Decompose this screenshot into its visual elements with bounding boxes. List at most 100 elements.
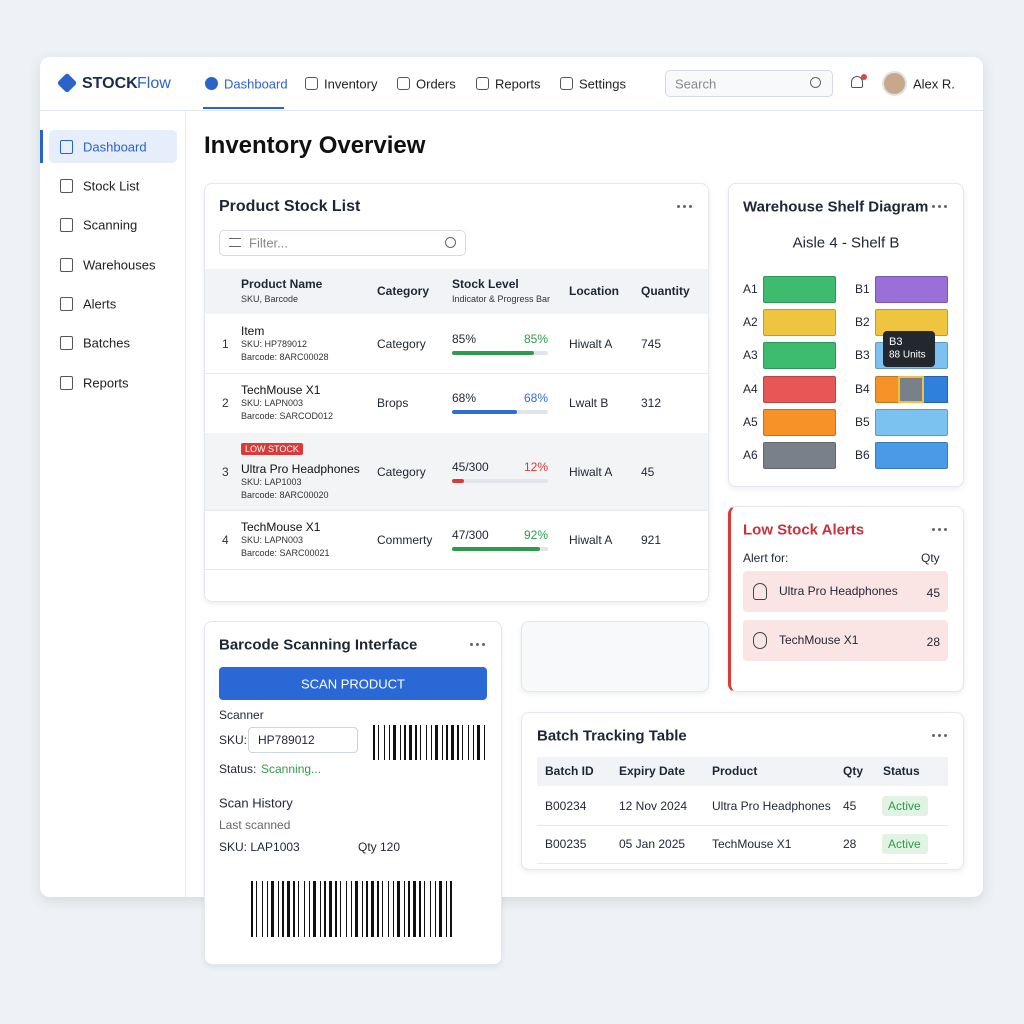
barcode-bar [446, 881, 447, 937]
history-sku: SKU: LAP1003 [219, 840, 300, 854]
product-barcode: Barcode: SARCOD012 [241, 411, 334, 421]
menu-dot [944, 205, 947, 208]
barcode-bar [424, 881, 425, 937]
nav-item[interactable]: Inventory [324, 76, 378, 92]
row-index: 2 [222, 396, 229, 410]
notification-bell[interactable] [851, 76, 863, 88]
product-sku: SKU: LAPN003 [241, 398, 304, 408]
sidebar-item[interactable]: Alerts [83, 296, 117, 312]
product-name: Item [241, 323, 265, 338]
product-sku: SKU: LAPN003 [241, 534, 304, 545]
progress-track [452, 478, 548, 483]
shelf-slot[interactable] [763, 409, 836, 436]
barcode-bar [362, 881, 363, 937]
batch-cell: B00234 [545, 799, 587, 813]
alert-icon [753, 583, 767, 600]
shelf-slot[interactable] [875, 409, 948, 436]
barcode-bar [377, 881, 379, 937]
shelf-slot[interactable] [875, 276, 948, 303]
slot-label: A2 [743, 315, 758, 329]
more-menu[interactable] [677, 201, 693, 213]
shelf-slot[interactable] [763, 276, 836, 303]
stock-percent: 12% [523, 459, 548, 474]
product-quantity: 921 [641, 532, 662, 547]
barcode-bar [484, 725, 485, 760]
product-location: Hiwalt A [569, 336, 613, 351]
nav-item[interactable]: Orders [416, 76, 456, 92]
sidebar-icon [60, 140, 73, 154]
progress-fill [452, 546, 541, 551]
product-barcode: Barcode: 8ARC00028 [241, 351, 329, 362]
nav-item[interactable]: Reports [495, 76, 541, 92]
barcode-bar [420, 725, 421, 760]
sidebar-item[interactable]: Warehouses [83, 257, 156, 273]
progress-track [452, 350, 548, 355]
product-location: Hiwalt A [569, 464, 613, 479]
barcode-bar [388, 881, 389, 937]
barcode-bar [329, 881, 332, 937]
history-qty: Qty 120 [358, 840, 401, 854]
barcode-bar [371, 881, 374, 937]
slot-tooltip [883, 331, 935, 367]
row-divider [537, 863, 948, 864]
sidebar-item[interactable]: Dashboard [83, 139, 147, 155]
barcode-bar [304, 881, 305, 937]
barcode-bar [324, 881, 326, 937]
row-index: 4 [222, 532, 229, 547]
more-menu[interactable] [932, 201, 948, 213]
shelf-slot[interactable] [763, 309, 836, 336]
status-badge [882, 834, 928, 854]
menu-dot [677, 205, 680, 208]
user-name[interactable]: Alex R. [913, 76, 955, 92]
shelf-slot[interactable] [763, 442, 836, 469]
more-menu[interactable] [932, 730, 948, 742]
header-divider [40, 110, 983, 111]
scan-button[interactable] [219, 667, 487, 700]
shelf-slot[interactable] [875, 442, 948, 469]
shelf-slot[interactable] [763, 342, 836, 369]
shelf-slot[interactable] [763, 376, 836, 403]
stock-percent: 92% [523, 527, 548, 542]
sku-input[interactable] [248, 727, 358, 753]
filter-icon [229, 238, 241, 247]
search-box[interactable] [665, 70, 833, 97]
barcode-bar [351, 881, 352, 937]
alerts-qty-header: Qty [921, 551, 940, 565]
column-header: Location [569, 284, 619, 298]
row-divider [205, 569, 708, 570]
barcode-bar [404, 725, 406, 760]
tooltip-title: B3 [889, 336, 903, 348]
barcode-bar [335, 881, 337, 937]
alert-item[interactable] [743, 571, 948, 612]
menu-dot [470, 643, 473, 646]
barcode-bar [408, 881, 410, 937]
sidebar-item[interactable]: Reports [83, 375, 129, 391]
nav-item[interactable]: Settings [579, 76, 626, 92]
nav-item[interactable]: Dashboard [224, 76, 288, 92]
more-menu[interactable] [470, 639, 486, 651]
empty-card [521, 621, 709, 692]
nav-icon [560, 77, 573, 90]
product-category: Commerty [377, 532, 433, 547]
barcode-bar [378, 725, 379, 760]
progress-fill [452, 350, 534, 355]
notification-dot [861, 74, 867, 80]
sidebar-item[interactable]: Scanning [83, 217, 138, 233]
sidebar-icon [60, 297, 73, 311]
product-sku: SKU: HP789012 [241, 338, 308, 349]
filter-box[interactable] [219, 230, 466, 256]
sidebar-item[interactable]: Batches [83, 335, 130, 351]
sidebar-item[interactable]: Stock List [83, 178, 140, 194]
more-menu[interactable] [932, 524, 948, 536]
menu-dot [482, 643, 485, 646]
barcode-bar [282, 881, 284, 937]
progress-fill [452, 478, 464, 483]
slot-label: B6 [855, 448, 870, 462]
nav-active-underline [203, 107, 284, 109]
alert-item[interactable] [743, 620, 948, 661]
barcode-bar [278, 881, 279, 937]
row-divider [205, 373, 708, 374]
product-name: TechMouse X1 [241, 519, 321, 534]
column-subheader: Indicator & Progress Bar [452, 294, 551, 304]
menu-dot [932, 528, 935, 531]
